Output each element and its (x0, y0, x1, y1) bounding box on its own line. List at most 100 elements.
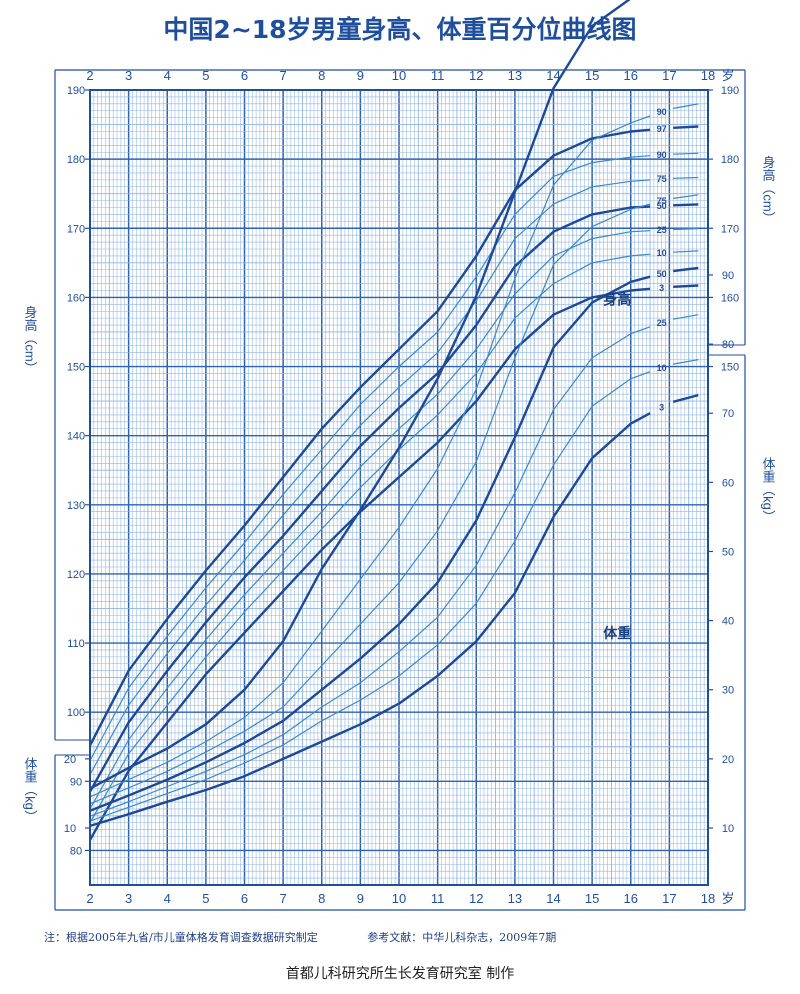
weight-percentile-label-p50: 50 (657, 269, 667, 279)
height-region-label: 身高 (603, 291, 631, 307)
weight-curve-tail-p3 (672, 393, 699, 403)
weight-tick-label-right: 10 (722, 823, 734, 835)
height-percentile-label-p75: 75 (657, 174, 667, 184)
weight-tick-label-right: 30 (722, 685, 734, 697)
height-tick-label-right: 150 (721, 362, 739, 374)
footnote-reference: 参考文献：中华儿科杂志，2009年7期 (367, 931, 557, 944)
height-tick-label-right: 170 (721, 223, 739, 235)
height-tick-label-left: 160 (67, 292, 85, 304)
height-tick-label-left: 140 (67, 431, 85, 443)
height-curve-tail-p3 (673, 284, 699, 288)
height-curve-tail-p75 (673, 176, 699, 179)
height-tick-label-left: 180 (67, 154, 85, 166)
height-tick-label-left: 130 (67, 500, 85, 512)
weight-curve-p10 (89, 371, 651, 822)
weight-curve-tail-p25 (673, 314, 699, 320)
x-tick-label-top: 10 (392, 68, 406, 83)
height-tick-label-left: 120 (67, 569, 85, 581)
weight-curve-p50 (89, 275, 651, 812)
x-tick-label-top: 16 (624, 68, 638, 83)
height-tick-label-left: 100 (67, 707, 85, 719)
height-curve-p3 (88, 287, 651, 841)
x-tick-label-bottom: 2 (86, 891, 93, 906)
chart-title: 中国2~18岁男童身高、体重百分位曲线图 (163, 15, 636, 44)
x-tick-label-bottom: 11 (431, 891, 445, 906)
weight-curve-p25 (89, 326, 651, 817)
weight-tick-label-right: 20 (722, 754, 734, 766)
height-axis-label-left: 身高（cm） (23, 305, 38, 375)
plot-frame (89, 89, 709, 886)
x-tick-label-top: 18 (701, 68, 715, 83)
x-tick-label-bottom: 12 (469, 891, 483, 906)
height-tick-label-left: 80 (70, 845, 82, 857)
height-tick-label-right: 190 (721, 85, 739, 97)
weight-curve-p3 (89, 412, 651, 828)
weight-tick-label-left: 10 (64, 823, 76, 835)
weight-curve-tail-p10 (673, 359, 699, 365)
height-curve-p90 (89, 155, 651, 761)
weight-percentile-label-p3: 3 (659, 403, 664, 413)
height-tick-label-right: 180 (721, 154, 739, 166)
weight-curve-tail-p75 (673, 194, 699, 199)
height-curve-p10 (89, 253, 651, 824)
x-tick-label-top: 2 (86, 68, 93, 83)
x-tick-label-bottom: 8 (318, 891, 325, 906)
x-tick-label-top: 7 (280, 68, 287, 83)
height-curve-tail-p97 (673, 125, 699, 129)
height-percentile-label-p3: 3 (659, 283, 664, 293)
axes (54, 69, 746, 911)
weight-percentile-label-p10: 10 (657, 363, 667, 373)
height-percentile-label-p50: 50 (657, 201, 667, 211)
x-tick-label-top: 12 (469, 68, 483, 83)
x-tick-label-top: 14 (546, 68, 560, 83)
weight-percentile-label-p25: 25 (657, 318, 667, 328)
height-curve-tail-p50 (673, 203, 699, 207)
x-tick-label-bottom: 4 (164, 891, 171, 906)
x-unit-label-top: 岁 (721, 68, 734, 83)
height-axis-label-right: 身高（cm） (761, 155, 776, 225)
height-tick-label-left: 190 (67, 85, 85, 97)
x-tick-label-top: 3 (125, 68, 132, 83)
weight-tick-label-right: 60 (722, 477, 734, 489)
height-curve-p75 (89, 179, 651, 775)
height-percentile-label-p97: 97 (657, 124, 667, 134)
weight-curve-tail-p50 (673, 266, 699, 273)
height-tick-label-left: 90 (70, 776, 82, 788)
x-tick-label-top: 4 (164, 68, 171, 83)
weight-tick-label-right: 50 (722, 546, 734, 558)
weight-region-label: 体重 (603, 625, 631, 641)
height-tick-label-right: 160 (721, 292, 739, 304)
weight-curve-p97 (89, 0, 631, 790)
height-curve-tail-p90 (673, 152, 699, 155)
weight-tick-label-right: 70 (722, 408, 734, 420)
x-tick-label-bottom: 3 (125, 891, 132, 906)
weight-percentile-label-p90: 90 (657, 107, 667, 117)
x-tick-label-top: 5 (202, 68, 209, 83)
labels: 2 2 3 3 4 4 5 5 6 6 7 7 8 8 9 9 10 10 11 11 12 12 13 13 14 14 15 15… (23, 68, 776, 906)
x-tick-label-top: 11 (431, 68, 445, 83)
x-tick-label-top: 15 (585, 68, 599, 83)
credit-line: 首都儿科研究所生长发育研究室 制作 (285, 966, 515, 982)
weight-tick-label-right: 80 (722, 339, 734, 351)
x-tick-label-bottom: 18 (701, 891, 715, 906)
height-curve-p50 (88, 205, 651, 793)
x-tick-label-top: 9 (357, 68, 364, 83)
weight-curve-tail-p90 (673, 103, 699, 109)
x-tick-label-bottom: 13 (508, 891, 522, 906)
weight-axis-label-right: 体重（kg） (761, 457, 776, 523)
x-tick-label-bottom: 15 (585, 891, 599, 906)
x-tick-label-bottom: 17 (662, 891, 676, 906)
x-tick-label-top: 17 (662, 68, 676, 83)
height-curve-p25 (89, 230, 651, 810)
height-curve-tail-p25 (673, 228, 699, 231)
weight-axis-label-left: 体重（kg） (23, 757, 38, 823)
height-curve-tail-p10 (673, 250, 699, 253)
height-tick-label-left: 170 (67, 223, 85, 235)
height-curve-p97 (88, 128, 651, 746)
footnote-source: 注：根据2005年九省/市儿童体格发育调查数据研究制定 (44, 931, 318, 944)
weight-tick-label-right: 40 (722, 616, 734, 628)
x-tick-label-bottom: 10 (392, 891, 406, 906)
weight-curve-p90 (89, 115, 651, 798)
x-tick-label-bottom: 9 (357, 891, 364, 906)
